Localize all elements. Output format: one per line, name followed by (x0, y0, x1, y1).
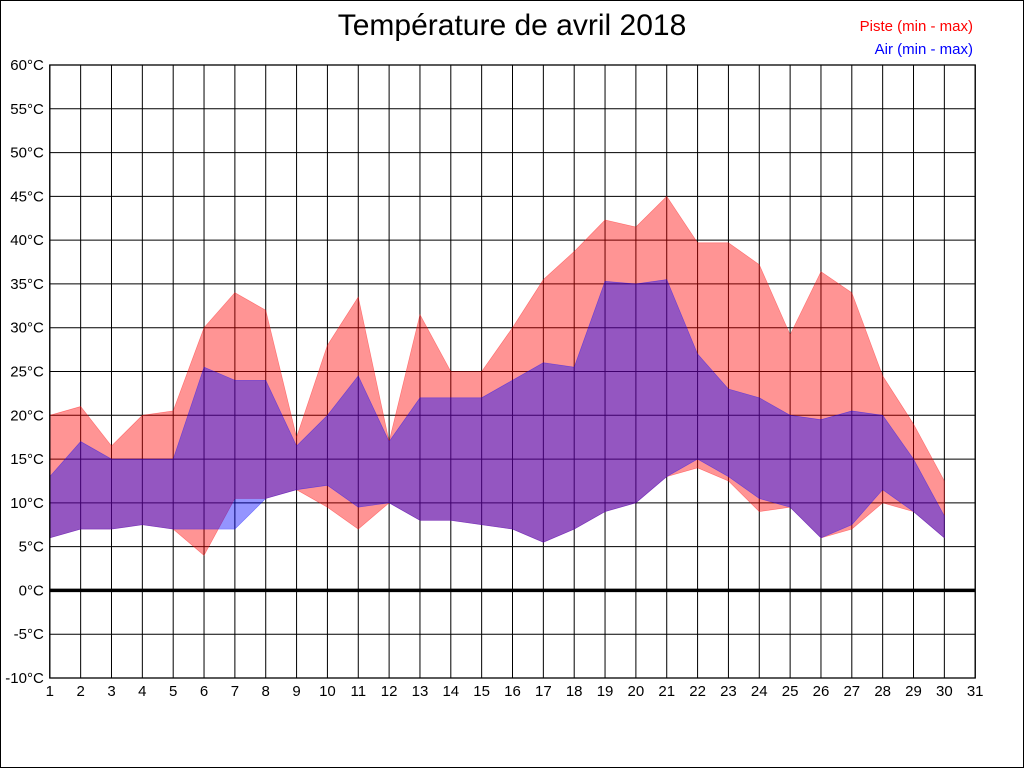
svg-text:22: 22 (689, 683, 706, 700)
svg-text:19: 19 (597, 683, 614, 700)
svg-text:25°C: 25°C (10, 364, 44, 381)
svg-text:24: 24 (751, 683, 768, 700)
svg-text:30: 30 (936, 683, 953, 700)
svg-text:9: 9 (292, 683, 300, 700)
svg-text:10: 10 (319, 683, 336, 700)
svg-text:20°C: 20°C (10, 407, 44, 424)
svg-text:40°C: 40°C (10, 232, 44, 249)
svg-text:25: 25 (782, 683, 799, 700)
svg-text:4: 4 (138, 683, 146, 700)
svg-text:21: 21 (658, 683, 675, 700)
svg-text:-10°C: -10°C (5, 670, 44, 687)
svg-text:27: 27 (843, 683, 860, 700)
svg-text:50°C: 50°C (10, 145, 44, 162)
svg-text:15: 15 (473, 683, 490, 700)
svg-text:3: 3 (107, 683, 115, 700)
svg-text:23: 23 (720, 683, 737, 700)
svg-text:29: 29 (905, 683, 922, 700)
svg-text:14: 14 (442, 683, 459, 700)
svg-text:5: 5 (169, 683, 177, 700)
svg-text:1: 1 (46, 683, 54, 700)
svg-text:28: 28 (874, 683, 891, 700)
svg-text:15°C: 15°C (10, 451, 44, 468)
svg-text:30°C: 30°C (10, 320, 44, 337)
svg-text:8: 8 (262, 683, 270, 700)
svg-text:2: 2 (76, 683, 84, 700)
svg-text:7: 7 (231, 683, 239, 700)
svg-text:35°C: 35°C (10, 276, 44, 293)
svg-text:6: 6 (200, 683, 208, 700)
svg-text:-5°C: -5°C (14, 626, 44, 643)
svg-text:5°C: 5°C (19, 539, 44, 556)
svg-text:55°C: 55°C (10, 101, 44, 118)
svg-text:20: 20 (628, 683, 645, 700)
svg-text:26: 26 (813, 683, 830, 700)
svg-text:0°C: 0°C (19, 582, 44, 599)
svg-text:60°C: 60°C (10, 57, 44, 74)
svg-text:13: 13 (412, 683, 429, 700)
svg-text:10°C: 10°C (10, 495, 44, 512)
svg-text:12: 12 (381, 683, 398, 700)
svg-text:16: 16 (504, 683, 521, 700)
svg-text:18: 18 (566, 683, 583, 700)
svg-text:45°C: 45°C (10, 188, 44, 205)
svg-text:17: 17 (535, 683, 552, 700)
svg-text:11: 11 (350, 683, 366, 700)
svg-text:31: 31 (967, 683, 984, 700)
